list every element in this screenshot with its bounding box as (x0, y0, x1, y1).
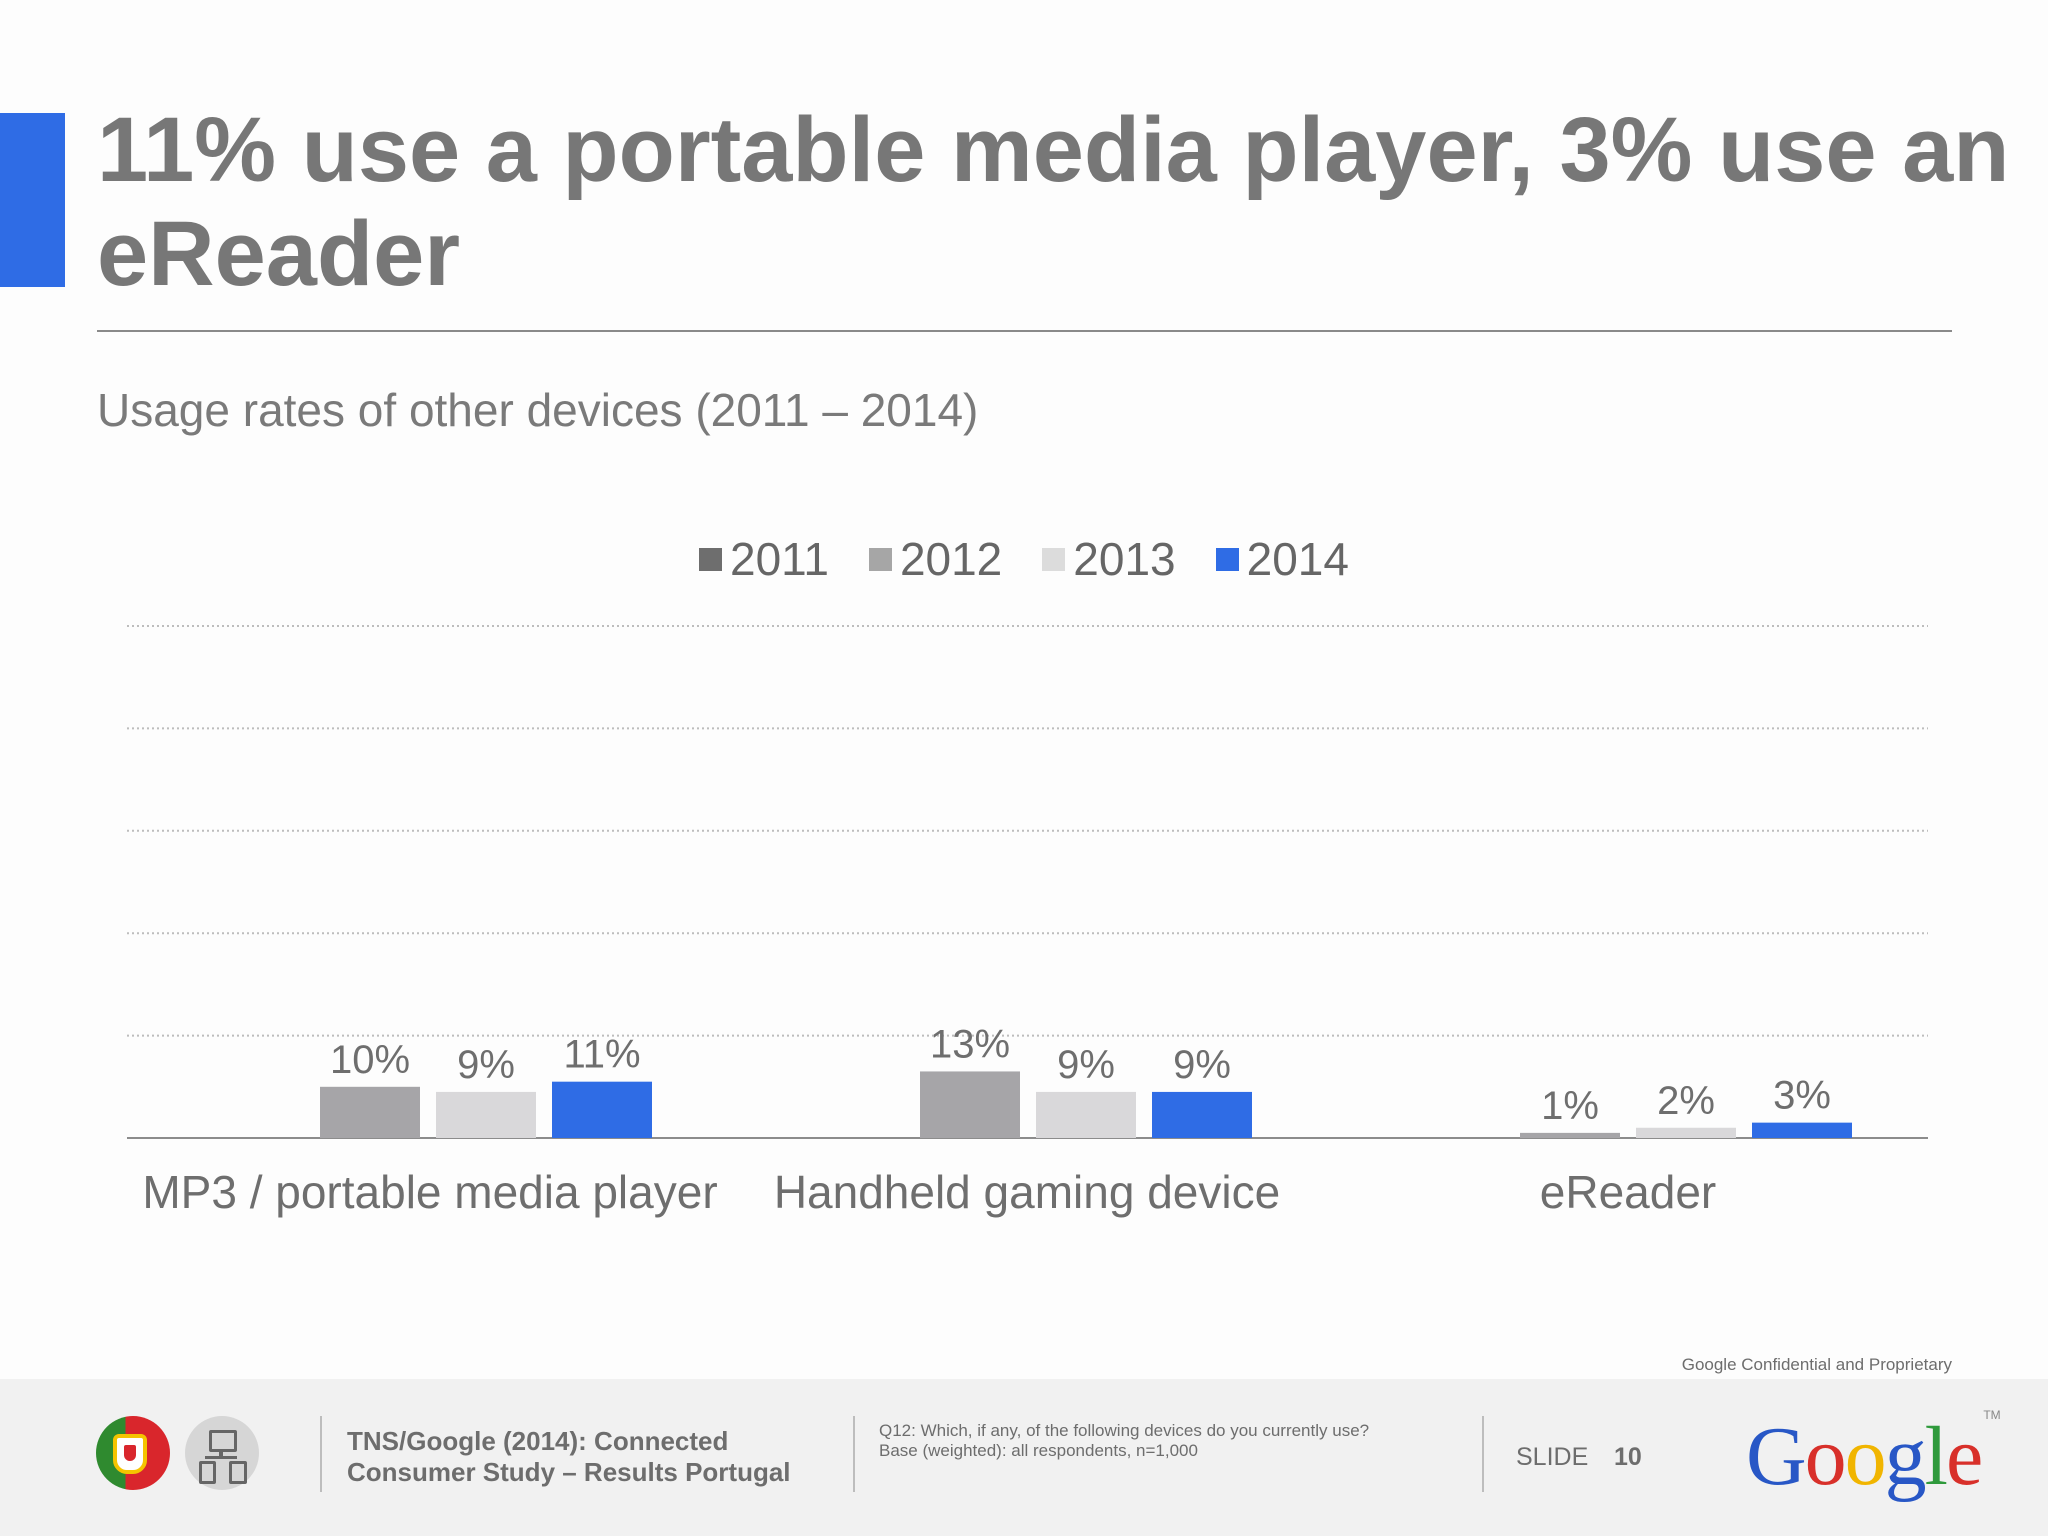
source-line-1: TNS/Google (2014): Connected (347, 1426, 729, 1456)
data-label: 1% (1541, 1084, 1599, 1128)
base-note: Base (weighted): all respondents, n=1,00… (879, 1441, 1198, 1460)
logo-letter: o (1804, 1410, 1847, 1503)
chart-subtitle: Usage rates of other devices (2011 – 201… (97, 384, 979, 436)
bar-2012 (1520, 1132, 1620, 1138)
bar-2013 (1036, 1091, 1136, 1138)
chart-legend: 2011 2012 2013 2014 (0, 532, 2048, 586)
category-label: eReader (1540, 1166, 1716, 1218)
legend-item-2014: 2014 (1215, 532, 1349, 586)
data-label: 13% (930, 1022, 1010, 1066)
legend-label: 2012 (899, 533, 1003, 585)
legend-item-2013: 2013 (1042, 532, 1176, 586)
legend-swatch (1042, 547, 1066, 571)
logo-letter: e (1946, 1410, 1983, 1503)
title-accent-bar (0, 113, 65, 287)
legend-swatch (868, 547, 892, 571)
data-label: 9% (1057, 1043, 1115, 1087)
source-line-2: Consumer Study – Results Portugal (347, 1457, 791, 1487)
data-label: 9% (457, 1043, 515, 1087)
bar-2012 (920, 1071, 1020, 1138)
legend-swatch (699, 547, 723, 571)
bar-chart: 10% 9% 11% MP3 / portable media player 13% 9%… (127, 625, 1928, 1218)
category-label: MP3 / portable media player (142, 1166, 717, 1218)
bar-2012 (320, 1086, 420, 1138)
data-label: 9% (1173, 1043, 1231, 1087)
footer-divider (1482, 1416, 1484, 1492)
data-label: 10% (330, 1038, 410, 1082)
legend-label: 2014 (1246, 533, 1349, 585)
slide-title: 11% use a portable media player, 3% use … (97, 99, 2010, 305)
bar-2013 (1636, 1127, 1736, 1138)
category-label: Handheld gaming device (774, 1166, 1280, 1218)
portugal-flag-icon (96, 1416, 170, 1490)
logo-letter: g (1884, 1410, 1927, 1503)
question-note: Q12: Which, if any, of the following dev… (879, 1421, 1370, 1440)
google-logo: Google TM (1746, 1408, 2001, 1505)
bar-2013 (436, 1091, 536, 1138)
data-label: 2% (1657, 1079, 1715, 1123)
legend-swatch (1215, 547, 1239, 571)
legend-label: 2011 (730, 533, 829, 585)
data-label: 11% (563, 1033, 640, 1077)
devices-icon (185, 1416, 259, 1490)
bar-2014 (1752, 1122, 1852, 1138)
bar-2014 (1152, 1091, 1252, 1138)
slide-number: 10 (1614, 1443, 1642, 1471)
footer-divider (320, 1416, 322, 1492)
legend-label: 2013 (1073, 533, 1176, 585)
logo-letter: o (1844, 1410, 1887, 1503)
logo-letter: l (1924, 1410, 1948, 1503)
footer-divider (853, 1416, 855, 1492)
footer-bar (0, 1379, 2048, 1536)
slide-label: SLIDE (1516, 1443, 1589, 1471)
title-divider (97, 330, 1952, 332)
data-label: 3% (1773, 1074, 1831, 1118)
legend-item-2012: 2012 (868, 532, 1003, 586)
bar-2014 (552, 1081, 652, 1138)
confidential-notice: Google Confidential and Proprietary (1681, 1355, 1952, 1374)
legend-item-2011: 2011 (699, 532, 829, 586)
logo-letter: G (1746, 1410, 1807, 1503)
logo-trademark: TM (1983, 1408, 2001, 1422)
